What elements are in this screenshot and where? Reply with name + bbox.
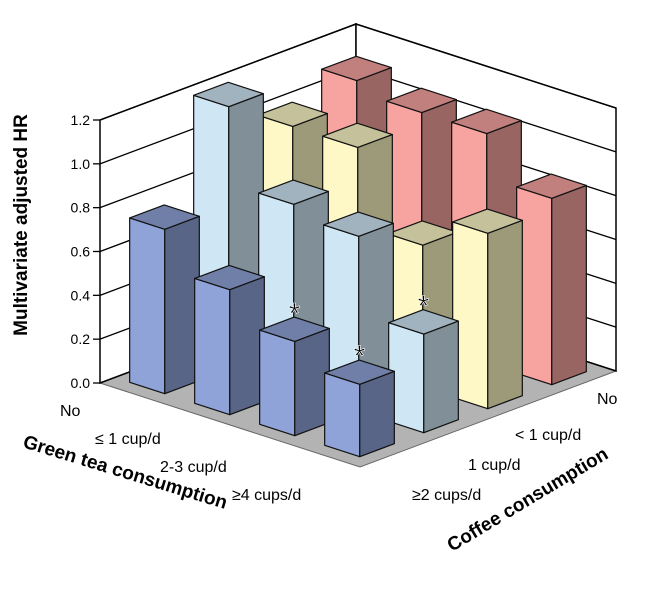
bar	[516, 173, 587, 386]
green-tea-category-label: ≥4 cups/d	[232, 487, 301, 504]
bar-top-face	[129, 204, 200, 230]
bar-top-face	[516, 173, 587, 199]
bar-top-face	[324, 359, 395, 385]
coffee-category-label: 1 cup/d	[468, 457, 520, 474]
bar-front-face	[259, 329, 296, 437]
bar-top-face	[258, 179, 329, 205]
bar	[194, 264, 265, 416]
bar-top-face	[451, 108, 522, 135]
z-tick-label: 0.2	[71, 331, 91, 347]
bar-front-face	[129, 217, 166, 395]
bar-side-face	[359, 370, 395, 458]
bar-side-face	[487, 219, 523, 410]
bar	[452, 208, 523, 410]
coffee-category-label: No	[597, 391, 618, 408]
z-tick-label: 0.6	[71, 244, 91, 260]
coffee-category-label: ≥2 cups/d	[412, 487, 481, 504]
z-tick-label: 0.8	[71, 200, 91, 216]
bar-top-face	[388, 309, 459, 335]
bar-side-face	[551, 184, 587, 386]
bar-top-face	[194, 264, 265, 291]
bar	[129, 204, 200, 395]
bar-front-face	[324, 372, 361, 458]
green-tea-category-label: No	[60, 403, 81, 420]
z-tick-label: 1.2	[71, 112, 91, 128]
significance-asterisk: *	[418, 290, 430, 323]
green-tea-category-label: ≤ 1 cup/d	[95, 431, 161, 448]
bar: *	[388, 290, 459, 434]
bar-top-face	[452, 208, 523, 234]
bar-top-face	[323, 211, 394, 237]
bar-front-face	[194, 277, 231, 416]
green-tea-category-label: 2-3 cup/d	[160, 459, 227, 476]
significance-asterisk: *	[354, 340, 366, 373]
bar-top-face	[259, 316, 330, 343]
z-tick-label: 0.0	[71, 375, 91, 391]
coffee-category-label: < 1 cup/d	[515, 427, 581, 444]
bar: *	[259, 297, 330, 437]
significance-asterisk: *	[289, 297, 301, 330]
bar-top-face	[257, 101, 328, 128]
bar-top-face	[322, 122, 393, 149]
bar-top-face	[321, 55, 392, 82]
bar-top-face	[193, 81, 264, 108]
z-tick-label: 0.4	[71, 287, 91, 303]
bar: *	[324, 340, 395, 458]
z-tick-label: 1.0	[71, 156, 91, 172]
bar-top-face	[386, 87, 457, 114]
gridline	[99, 23, 617, 121]
z-axis-title: Multivariate adjusted HR	[11, 114, 32, 336]
bar-side-face	[423, 320, 459, 434]
